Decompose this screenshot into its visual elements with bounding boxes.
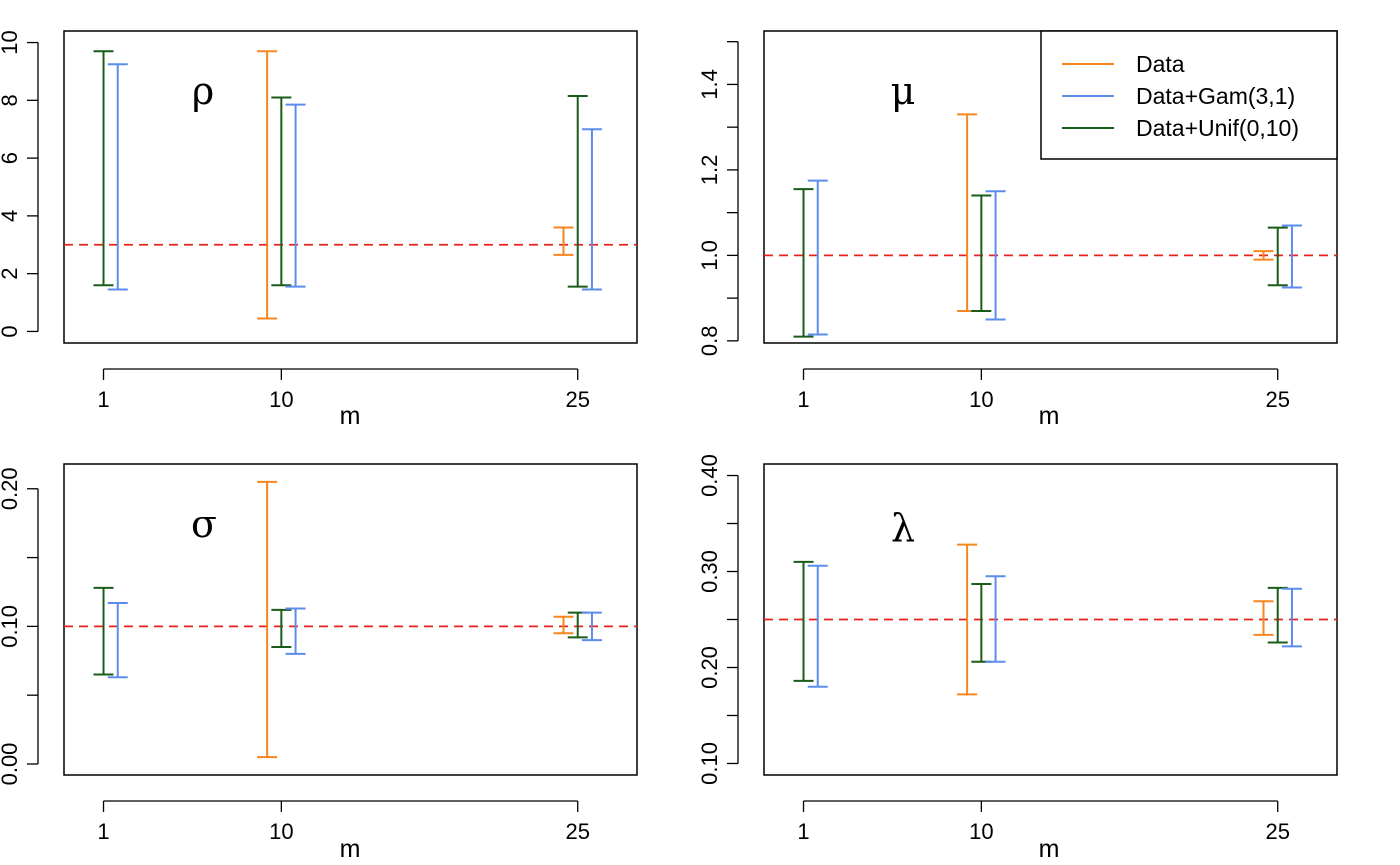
x-axis-label: m (340, 835, 361, 863)
errorbar-data-unif-0-10-m1 (793, 560, 814, 682)
errorbar-data-gam-3-1-m25 (1281, 224, 1302, 289)
errorbar-data-gam-3-1-m10 (985, 575, 1006, 663)
errorbar-data-m10 (257, 480, 278, 759)
panel-sigma: 0.00 0.10 0.20 1 10 25 σ m (0, 463, 638, 863)
errorbar-data-gam-3-1-m10 (285, 607, 306, 655)
x-tick-label: 25 (1265, 387, 1289, 412)
y-tick-label: 0 (0, 325, 22, 337)
x-axis-label: m (1039, 835, 1060, 863)
errorbar-data-gam-3-1-m25 (581, 611, 602, 642)
y-tick-label: 0.30 (697, 550, 722, 593)
panel-mu: 0.8 1.0 1.2 1.4 1 10 25 μ m Data Data+Gam(3,1… (697, 30, 1338, 430)
y-tick-label: 0.00 (0, 743, 22, 786)
errorbar-data-gam-3-1-m10 (985, 190, 1006, 321)
interval-bars (793, 543, 1302, 696)
panel-title: μ (891, 69, 916, 113)
y-tick-label: 10 (0, 30, 22, 54)
errorbar-data-unif-0-10-m10 (271, 608, 292, 649)
interval-bars (793, 113, 1302, 338)
errorbar-data-unif-0-10-m10 (971, 582, 992, 663)
panel-rho: 0 2 4 6 8 10 1 10 25 ρ m (0, 30, 638, 430)
errorbar-data-m25 (553, 226, 574, 256)
errorbar-data-m10 (257, 50, 278, 320)
y-tick-label: 6 (0, 152, 22, 164)
legend-label-gam: Data+Gam(3,1) (1136, 83, 1295, 109)
errorbar-data-unif-0-10-m10 (971, 194, 992, 312)
y-tick-label: 1.2 (697, 155, 722, 186)
y-tick-label: 0.10 (697, 742, 722, 785)
panel-lambda: 0.10 0.20 0.30 0.40 1 10 25 λ m (697, 454, 1338, 863)
panel-title: σ (191, 502, 217, 546)
plot-frame (63, 30, 638, 344)
interval-bars (93, 480, 602, 759)
interval-bars (93, 50, 602, 320)
y-tick-label: 0.20 (697, 646, 722, 689)
y-tick-label: 1.0 (697, 240, 722, 271)
y-axis: 0 2 4 6 8 10 (0, 30, 39, 338)
panel-title: λ (891, 506, 915, 550)
errorbar-data-unif-0-10-m1 (793, 188, 814, 338)
errorbar-data-unif-0-10-m25 (567, 95, 588, 288)
legend: Data Data+Gam(3,1) Data+Unif(0,10) (1040, 30, 1338, 160)
errorbar-data-m10 (957, 113, 978, 312)
errorbar-data-unif-0-10-m25 (1267, 226, 1288, 287)
x-tick-label: 10 (969, 819, 993, 844)
panel-title: ρ (192, 69, 214, 113)
x-tick-label: 25 (565, 387, 589, 412)
x-tick-label: 1 (97, 387, 109, 412)
y-axis: 0.00 0.10 0.20 (0, 467, 39, 786)
y-tick-label: 4 (0, 210, 22, 222)
x-tick-label: 10 (269, 819, 293, 844)
x-axis: 1 10 25 (797, 368, 1290, 412)
y-tick-label: 1.4 (697, 69, 722, 100)
x-tick-label: 1 (797, 819, 809, 844)
errorbar-data-unif-0-10-m1 (93, 586, 114, 676)
errorbar-data-m25 (1253, 250, 1274, 261)
x-axis: 1 10 25 (97, 800, 590, 844)
errorbar-data-gam-3-1-m1 (807, 564, 828, 688)
y-tick-label: 0.10 (0, 605, 22, 648)
errorbar-data-gam-3-1-m1 (107, 63, 128, 291)
x-tick-label: 1 (97, 819, 109, 844)
errorbar-data-m10 (957, 543, 978, 696)
legend-label-data: Data (1136, 51, 1185, 77)
x-tick-label: 10 (969, 387, 993, 412)
x-axis: 1 10 25 (797, 800, 1290, 844)
x-axis-label: m (340, 402, 361, 430)
errorbar-data-unif-0-10-m10 (271, 96, 292, 287)
x-tick-label: 10 (269, 387, 293, 412)
errorbar-data-m25 (553, 615, 574, 635)
x-tick-label: 25 (565, 819, 589, 844)
errorbar-data-gam-3-1-m1 (107, 601, 128, 679)
errorbar-data-gam-3-1-m25 (581, 128, 602, 291)
x-axis: 1 10 25 (97, 368, 590, 412)
x-axis-label: m (1039, 402, 1060, 430)
x-tick-label: 1 (797, 387, 809, 412)
errorbar-data-gam-3-1-m10 (285, 103, 306, 288)
legend-label-unif: Data+Unif(0,10) (1136, 115, 1299, 141)
y-tick-label: 0.40 (697, 454, 722, 497)
y-tick-label: 0.8 (697, 326, 722, 357)
y-tick-label: 2 (0, 268, 22, 280)
errorbar-data-gam-3-1-m1 (807, 179, 828, 336)
x-tick-label: 25 (1265, 819, 1289, 844)
errorbar-data-unif-0-10-m1 (93, 50, 114, 287)
plot-frame (63, 463, 638, 776)
y-axis: 0.10 0.20 0.30 0.40 (697, 454, 739, 785)
y-axis: 0.8 1.0 1.2 1.4 (697, 41, 739, 357)
y-tick-label: 8 (0, 94, 22, 106)
errorbar-data-gam-3-1-m25 (1281, 587, 1302, 648)
y-tick-label: 0.20 (0, 467, 22, 510)
errorbar-data-m25 (1253, 600, 1274, 636)
